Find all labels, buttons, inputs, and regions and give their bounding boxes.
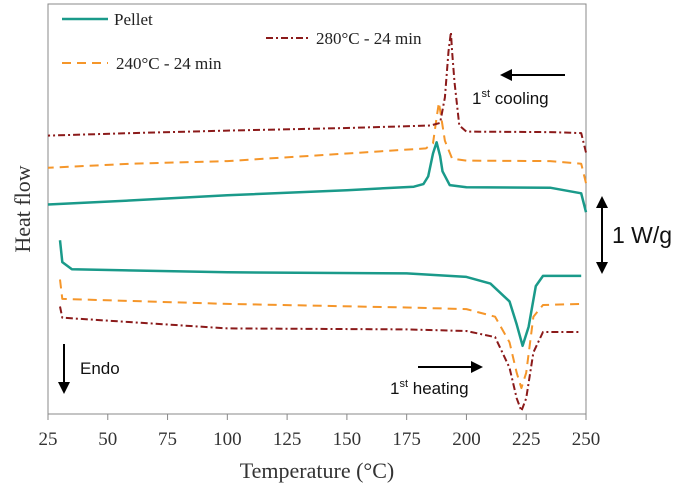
series-240-c-24-min-cooling-line [47,101,587,184]
series-pellet-heating-line [58,240,582,348]
legend-label-280: 280°C - 24 min [316,29,422,48]
x-tick-label-175: 175 [392,429,421,450]
endo-label: Endo [80,359,120,378]
x-tick-label-250: 250 [572,429,601,450]
series-280-c-24-min-heating-line [59,306,582,412]
x-tick-label-25: 25 [39,429,58,450]
series-280-c-24-min-cooling-line [47,31,587,153]
x-tick-label-100: 100 [213,429,242,450]
legend-label-240: 240°C - 24 min [116,54,222,73]
endo-annotation: Endo [58,344,120,394]
x-tick-label-125: 125 [273,429,302,450]
cooling-label: 1st cooling [472,88,549,108]
x-tick-label-200: 200 [452,429,481,450]
series-240-c-24-min-heating-line [59,279,582,390]
heating-label: 1st heating [390,378,469,398]
series-layer [47,31,588,412]
x-tick-label-150: 150 [333,429,362,450]
x-axis-title: Temperature (°C) [240,458,394,483]
x-tick-label-50: 50 [98,429,117,450]
scale-label: 1 W/g [612,222,672,248]
x-tick-label-75: 75 [158,429,177,450]
endo-arrowhead-icon [58,382,70,394]
y-axis-title: Heat flow [10,165,35,252]
series-pellet-cooling-line [47,141,588,213]
x-tick-label-225: 225 [512,429,541,450]
scale-arrow-up-icon [596,196,608,208]
scale-arrow-down-icon [596,262,608,274]
cooling-arrowhead-icon [500,69,512,81]
legend: Pellet 240°C - 24 min 280°C - 24 min [62,10,422,73]
legend-label-pellet: Pellet [114,10,153,29]
scale-bar: 1 W/g [596,196,672,274]
cooling-annotation: 1st cooling [472,69,565,108]
heating-annotation: 1st heating [390,361,483,398]
x-axis-ticks: 25 50 75 100 125 150 175 200 225 250 [39,414,601,450]
heating-arrowhead-icon [471,361,483,373]
